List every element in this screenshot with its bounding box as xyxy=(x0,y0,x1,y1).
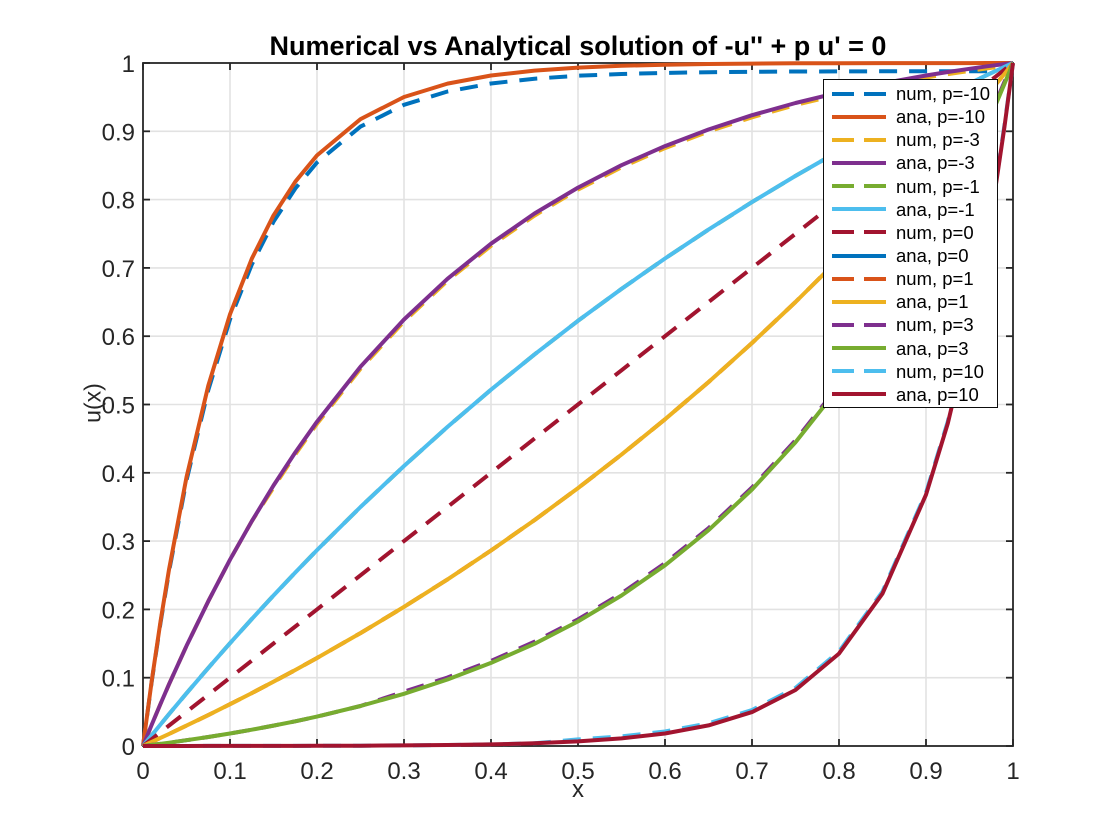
legend-item-num-p-3: num, p=3 xyxy=(824,313,997,336)
y-tick-label: 0.7 xyxy=(102,256,135,283)
legend-label: num, p=10 xyxy=(896,360,984,382)
legend-label: ana, p=1 xyxy=(896,291,969,313)
legend-label: num, p=0 xyxy=(896,221,974,243)
x-tick-label: 0.1 xyxy=(213,758,246,785)
x-tick-label: 0.6 xyxy=(648,758,681,785)
chart-title: Numerical vs Analytical solution of -u''… xyxy=(269,31,887,61)
x-tick-label: 0.4 xyxy=(474,758,507,785)
legend-item-ana-p-10: ana, p=10 xyxy=(824,383,997,406)
legend-line-sample xyxy=(832,184,886,189)
legend-label: num, p=1 xyxy=(896,268,974,290)
legend-label: ana, p=0 xyxy=(896,245,969,267)
legend-line-sample xyxy=(832,299,886,304)
legend-item-num-p-10: num, p=10 xyxy=(824,360,997,383)
y-tick-label: 0.2 xyxy=(102,597,135,624)
y-tick-label: 0.3 xyxy=(102,529,135,556)
x-tick-label: 0.2 xyxy=(300,758,333,785)
y-tick-label: 0.8 xyxy=(102,188,135,215)
legend-line-sample xyxy=(832,160,886,165)
x-tick-label: 0.7 xyxy=(735,758,768,785)
legend-label: ana, p=-10 xyxy=(896,106,985,128)
legend-label: ana, p=-3 xyxy=(896,152,975,174)
x-tick-label: 0 xyxy=(136,758,149,785)
legend-line-sample xyxy=(832,114,886,119)
legend: num, p=-10 ana, p=-10 num, p=-3 ana, p=-3 nu… xyxy=(823,79,998,408)
curve-ana-p--3 xyxy=(141,61,1014,747)
y-tick-label: 0 xyxy=(122,734,135,761)
legend-item-ana-p-3: ana, p=3 xyxy=(824,337,997,360)
legend-item-ana-p--1: ana, p=-1 xyxy=(824,198,997,221)
axes-box xyxy=(142,62,1014,747)
legend-line-sample xyxy=(832,137,886,142)
legend-label: ana, p=-1 xyxy=(896,198,975,220)
legend-item-num-p-0: num, p=0 xyxy=(824,221,997,244)
legend-label: num, p=-1 xyxy=(896,175,980,197)
legend-label: num, p=3 xyxy=(896,314,974,336)
legend-label: ana, p=10 xyxy=(896,383,979,405)
y-tick-label: 0.6 xyxy=(102,324,135,351)
x-tick-label: 0.9 xyxy=(909,758,942,785)
x-tick-label: 0.3 xyxy=(387,758,420,785)
legend-line-sample xyxy=(832,253,886,258)
curve-ana-p-10 xyxy=(143,62,1015,748)
legend-line-sample xyxy=(832,369,886,374)
legend-item-num-p-1: num, p=1 xyxy=(824,267,997,290)
legend-line-sample xyxy=(832,230,886,235)
legend-line-sample xyxy=(832,207,886,212)
legend-line-sample xyxy=(832,346,886,351)
legend-line-sample xyxy=(832,91,886,96)
legend-line-sample xyxy=(832,322,886,327)
curve-ana-p--10 xyxy=(141,61,1013,747)
y-axis-label: u(x) xyxy=(79,383,106,423)
legend-item-num-p--3: num, p=-3 xyxy=(824,128,997,151)
legend-line-sample xyxy=(832,392,886,397)
legend-item-ana-p-0: ana, p=0 xyxy=(824,244,997,267)
y-tick-label: 0.1 xyxy=(102,666,135,693)
legend-item-ana-p-1: ana, p=1 xyxy=(824,290,997,313)
legend-label: ana, p=3 xyxy=(896,337,969,359)
x-tick-label: 0.5 xyxy=(561,758,594,785)
legend-label: num, p=-10 xyxy=(896,83,991,105)
legend-item-ana-p--10: ana, p=-10 xyxy=(824,105,997,128)
legend-item-num-p--10: num, p=-10 xyxy=(824,82,997,105)
y-tick-label: 1 xyxy=(122,51,135,78)
y-tick-label: 0.5 xyxy=(102,393,135,420)
tick-labels: 0 0.1 0.2 0.3 0.4 0.5 0.6 0.7 0.8 0.9 1 0 0.1 0.2 0.3 0… xyxy=(102,51,1020,785)
legend-item-ana-p--3: ana, p=-3 xyxy=(824,151,997,174)
x-axis-label: x xyxy=(572,776,584,803)
x-tick-label: 1 xyxy=(1006,758,1019,785)
y-tick-label: 0.9 xyxy=(102,119,135,146)
legend-item-num-p--1: num, p=-1 xyxy=(824,175,997,198)
legend-label: num, p=-3 xyxy=(896,129,980,151)
y-tick-label: 0.4 xyxy=(102,461,135,488)
legend-line-sample xyxy=(832,276,886,281)
x-tick-label: 0.8 xyxy=(822,758,855,785)
